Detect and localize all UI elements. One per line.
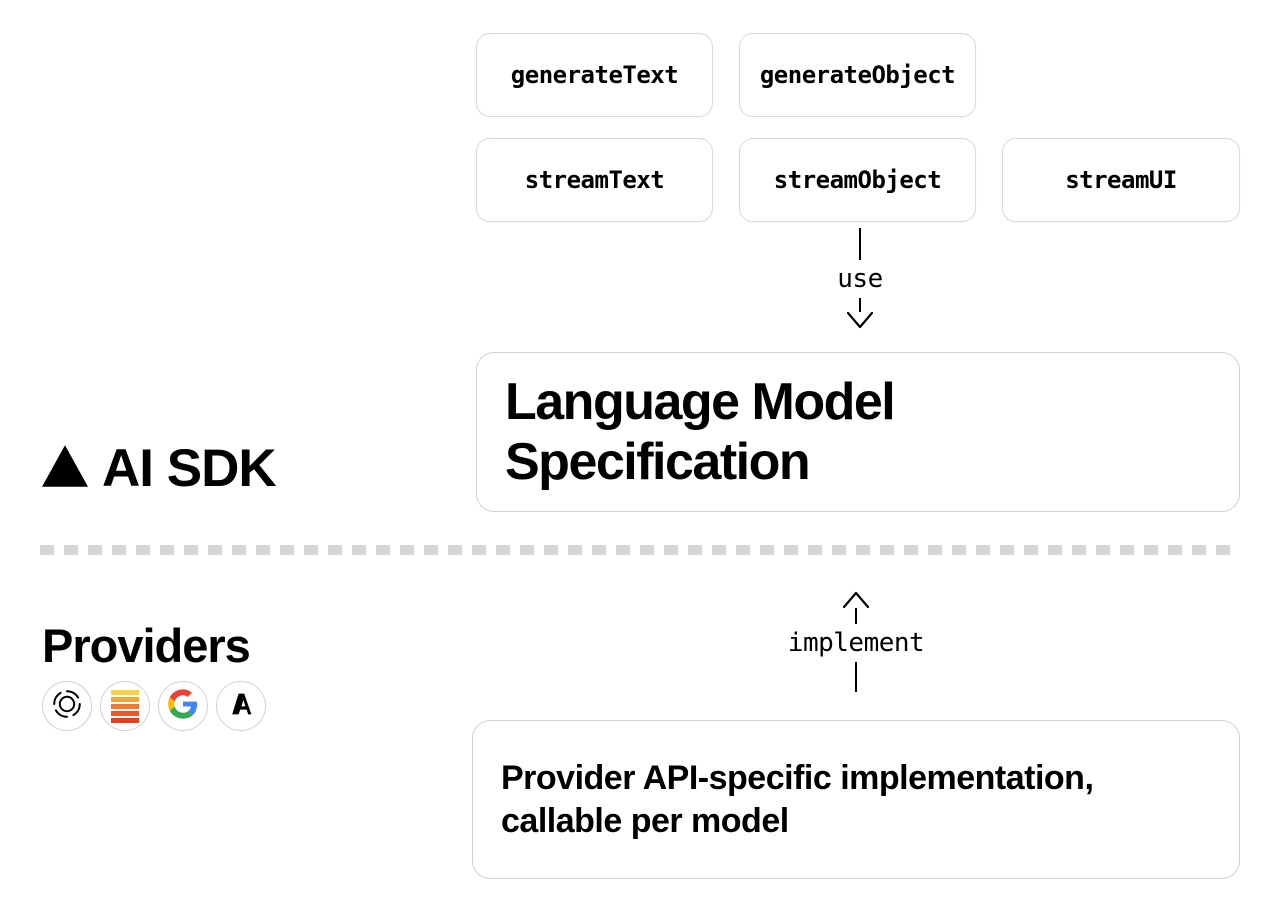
anthropic-icon bbox=[225, 688, 257, 725]
provider-icons-row bbox=[42, 681, 266, 731]
arrow-use: use bbox=[820, 228, 900, 330]
fn-label: streamObject bbox=[774, 166, 941, 194]
provider-openai bbox=[42, 681, 92, 731]
fn-generateText: generateText bbox=[476, 33, 713, 117]
arrow-down-icon bbox=[847, 312, 873, 330]
fn-label: streamUI bbox=[1065, 166, 1177, 194]
arrow-up-icon bbox=[843, 590, 869, 608]
fn-streamUI: streamUI bbox=[1002, 138, 1240, 222]
sdk-label-block: AI SDK bbox=[42, 438, 276, 499]
providers-block: Providers bbox=[42, 618, 266, 731]
fn-streamObject: streamObject bbox=[739, 138, 976, 222]
diagram-canvas: AI SDK generateText generateObject strea… bbox=[0, 0, 1280, 911]
spec-box: Language Model Specification bbox=[476, 352, 1240, 512]
fn-label: generateObject bbox=[760, 61, 955, 89]
fn-streamText: streamText bbox=[476, 138, 713, 222]
arrow-label-use: use bbox=[837, 260, 882, 298]
providers-title: Providers bbox=[42, 618, 266, 673]
provider-anthropic bbox=[216, 681, 266, 731]
mistral-icon bbox=[111, 690, 139, 723]
google-icon bbox=[167, 688, 199, 725]
triangle-logo-icon bbox=[42, 445, 88, 492]
impl-text: Provider API-specific implementation, ca… bbox=[501, 757, 1211, 842]
provider-google bbox=[158, 681, 208, 731]
fn-generateObject: generateObject bbox=[739, 33, 976, 117]
arrow-implement: implement bbox=[786, 590, 926, 692]
provider-mistral bbox=[100, 681, 150, 731]
arrow-label-implement: implement bbox=[788, 624, 924, 662]
fn-label: streamText bbox=[525, 166, 665, 194]
divider-line bbox=[40, 545, 1240, 555]
spec-title: Language Model Specification bbox=[505, 372, 1211, 492]
sdk-title: AI SDK bbox=[102, 438, 276, 499]
openai-icon bbox=[51, 688, 83, 725]
impl-box: Provider API-specific implementation, ca… bbox=[472, 720, 1240, 879]
fn-label: generateText bbox=[511, 61, 678, 89]
